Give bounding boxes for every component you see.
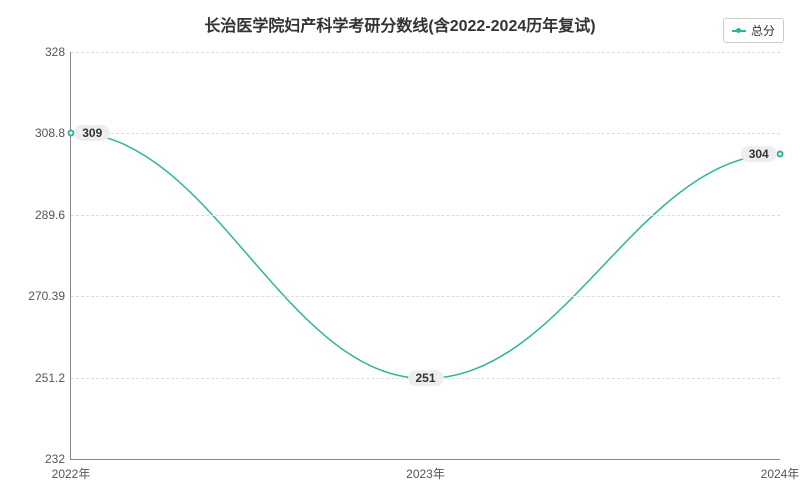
data-label: 304 <box>741 146 777 162</box>
data-point <box>777 150 784 157</box>
legend: 总分 <box>723 18 784 43</box>
legend-label: 总分 <box>751 22 775 39</box>
y-tick-label: 251.2 <box>35 371 71 385</box>
gridline <box>71 52 780 53</box>
plot-area: 232251.2270.39289.6308.83282022年2023年202… <box>70 52 780 460</box>
legend-swatch <box>732 30 746 32</box>
x-tick-label: 2022年 <box>52 459 91 482</box>
gridline <box>71 296 780 297</box>
y-tick-label: 308.8 <box>35 126 71 140</box>
x-tick-label: 2024年 <box>761 459 800 482</box>
gridline <box>71 133 780 134</box>
series-line <box>71 133 780 379</box>
y-tick-label: 289.6 <box>35 208 71 222</box>
line-path-layer <box>71 52 780 459</box>
data-label: 309 <box>74 125 110 141</box>
y-tick-label: 270.39 <box>28 289 71 303</box>
chart-title: 长治医学院妇产科学考研分数线(含2022-2024历年复试) <box>0 12 800 36</box>
chart-container: 长治医学院妇产科学考研分数线(含2022-2024历年复试) 总分 232251… <box>0 0 800 500</box>
x-tick-label: 2023年 <box>406 459 445 482</box>
gridline <box>71 215 780 216</box>
data-label: 251 <box>407 370 443 386</box>
y-tick-label: 328 <box>45 45 71 59</box>
